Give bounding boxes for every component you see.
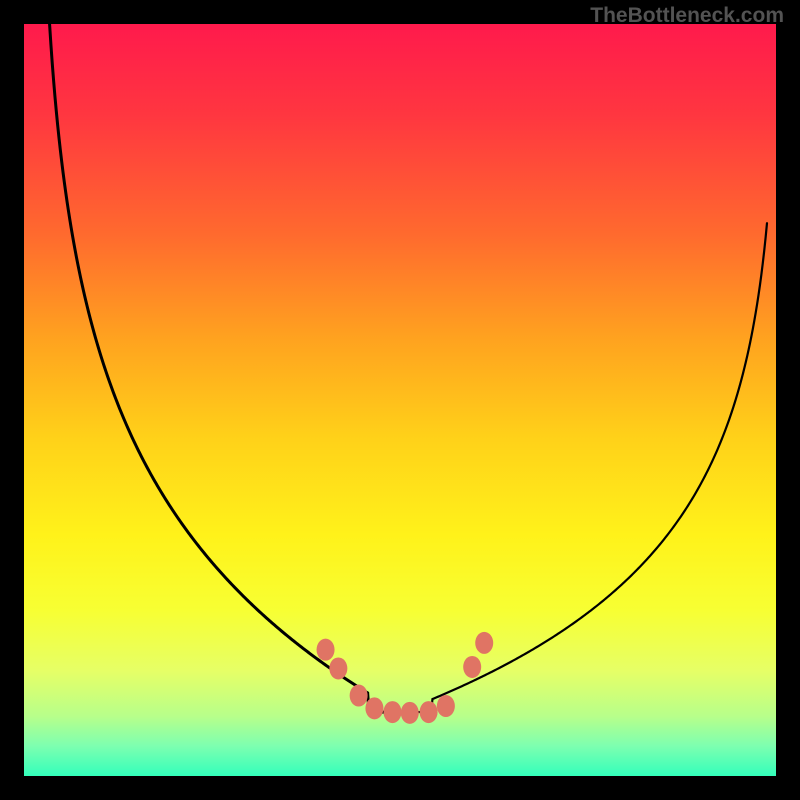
data-marker xyxy=(401,702,419,724)
data-marker xyxy=(463,656,481,678)
plot-svg xyxy=(24,24,776,776)
data-marker xyxy=(437,695,455,717)
data-marker xyxy=(383,701,401,723)
data-marker xyxy=(475,632,493,654)
data-marker xyxy=(420,701,438,723)
data-marker xyxy=(350,685,368,707)
data-marker xyxy=(365,697,383,719)
data-marker xyxy=(329,657,347,679)
bottleneck-chart: TheBottleneck.com xyxy=(0,0,800,800)
gradient-background xyxy=(24,24,776,776)
watermark-text: TheBottleneck.com xyxy=(590,4,784,28)
data-marker xyxy=(317,639,335,661)
